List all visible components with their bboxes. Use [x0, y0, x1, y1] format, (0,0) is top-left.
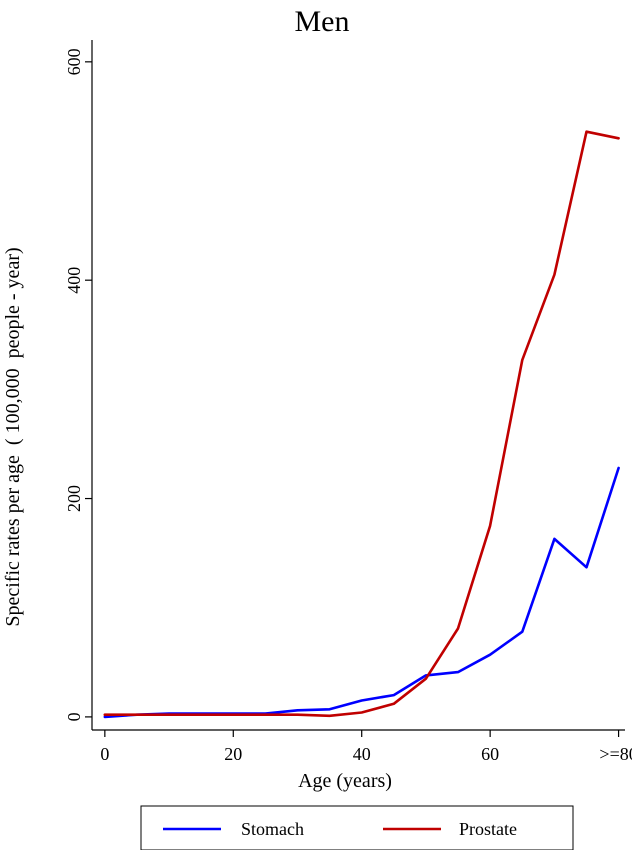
y-tick-label: 200 [64, 485, 84, 512]
y-tick-label: 0 [64, 712, 84, 721]
x-axis-label: Age (years) [298, 770, 392, 792]
legend-label-prostate: Prostate [459, 819, 517, 839]
series-line-stomach [103, 466, 620, 719]
legend-label-stomach: Stomach [241, 819, 304, 839]
series-layer [103, 130, 620, 719]
x-ticks: 0 20 40 60 >=80 [100, 730, 632, 764]
x-tick-label: >=80 [599, 744, 632, 764]
plot-area: 0 200 400 600 0 20 40 60 >=80 [64, 40, 632, 764]
x-tick-label: 60 [481, 744, 499, 764]
x-tick-label: 0 [100, 744, 109, 764]
y-tick-label: 400 [64, 267, 84, 294]
chart-title: Men [295, 5, 350, 38]
x-tick-label: 20 [224, 744, 242, 764]
y-ticks: 0 200 400 600 [64, 48, 92, 721]
x-tick-label: 40 [353, 744, 371, 764]
series-line-prostate [103, 130, 620, 718]
y-axis-label: Specific rates per age ( 100,000 people … [2, 247, 24, 626]
y-tick-label: 600 [64, 48, 84, 75]
legend: Stomach Prostate [140, 805, 574, 850]
